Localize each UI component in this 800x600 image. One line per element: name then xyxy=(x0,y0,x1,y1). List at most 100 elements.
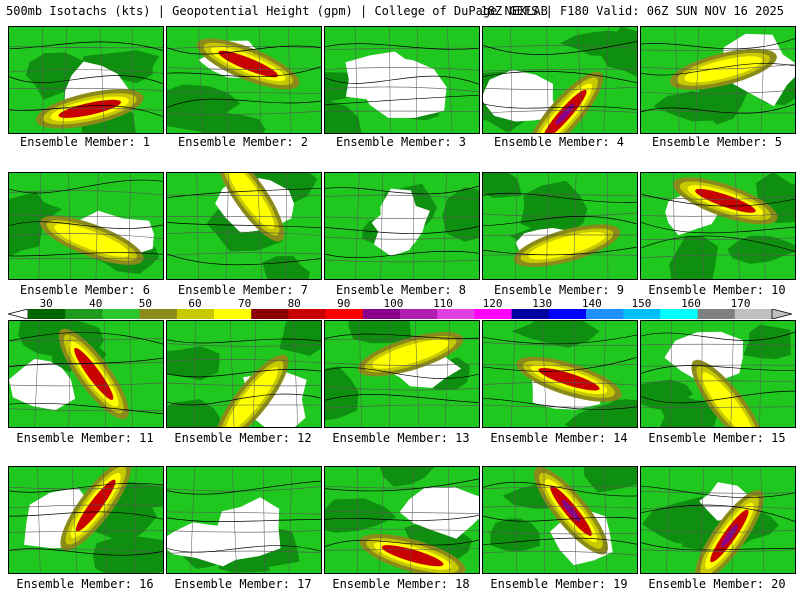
isotach-map xyxy=(641,27,795,133)
colorbar-tick-label: 60 xyxy=(188,297,202,310)
ensemble-member-label: Ensemble Member: 19 xyxy=(490,577,628,591)
ensemble-panel xyxy=(640,466,796,574)
colorbar-tick-label: 50 xyxy=(138,297,153,310)
ensemble-member-label: Ensemble Member: 17 xyxy=(174,577,312,591)
colorbar-swatch xyxy=(214,309,252,319)
colorbar-swatch xyxy=(474,309,513,319)
isotach-map xyxy=(325,321,479,427)
isotach-map xyxy=(641,321,795,427)
colorbar-tick-label: 40 xyxy=(89,297,103,310)
colorbar-left-arrow xyxy=(8,309,29,319)
ensemble-member-label: Ensemble Member: 6 xyxy=(19,283,151,297)
header-title: 500mb Isotachs (kts) | Geopotential Heig… xyxy=(6,4,548,18)
ensemble-panel xyxy=(482,466,638,574)
ensemble-panel xyxy=(8,466,164,574)
colorbar-tick-label: 150 xyxy=(631,297,652,310)
colorbar-swatch xyxy=(102,309,141,319)
ensemble-panel xyxy=(324,172,480,280)
isotach-map xyxy=(9,173,163,279)
colorbar-swatch xyxy=(251,309,289,319)
ensemble-member-label: Ensemble Member: 14 xyxy=(490,431,628,445)
colorbar-swatch xyxy=(65,309,103,319)
header-valid-time: 18Z GEFS | F180 Valid: 06Z SUN NOV 16 20… xyxy=(480,4,784,18)
isotach-map xyxy=(9,321,163,427)
isotach-map xyxy=(483,173,637,279)
colorbar-swatch xyxy=(660,309,699,319)
ensemble-panel xyxy=(324,466,480,574)
isotach-map xyxy=(167,467,321,573)
ensemble-panel xyxy=(324,320,480,428)
ensemble-panel xyxy=(8,26,164,134)
isotach-map xyxy=(9,27,163,133)
colorbar-tick-label: 120 xyxy=(482,297,503,310)
ensemble-panel xyxy=(166,26,322,134)
colorbar-swatch xyxy=(176,309,215,319)
ensemble-panel xyxy=(8,172,164,280)
ensemble-member-label: Ensemble Member: 9 xyxy=(493,283,625,297)
colorbar-tick-label: 130 xyxy=(532,297,553,310)
ensemble-member-label: Ensemble Member: 2 xyxy=(177,135,309,149)
header: 500mb Isotachs (kts) | Geopotential Heig… xyxy=(0,0,800,22)
colorbar-tick-label: 100 xyxy=(383,297,404,310)
isotach-map xyxy=(325,27,479,133)
colorbar-right-arrow xyxy=(771,309,792,319)
colorbar-tick-label: 140 xyxy=(581,297,602,310)
isotach-map xyxy=(641,467,795,573)
colorbar-tick-label: 160 xyxy=(681,297,701,310)
ensemble-member-label: Ensemble Member: 20 xyxy=(648,577,786,591)
ensemble-member-label: Ensemble Member: 5 xyxy=(651,135,783,149)
isotach-map xyxy=(325,173,479,279)
ensemble-panel xyxy=(324,26,480,134)
isotach-map xyxy=(483,467,637,573)
ensemble-member-label: Ensemble Member: 13 xyxy=(332,431,470,445)
colorbar-swatch xyxy=(362,309,401,319)
colorbar-swatch xyxy=(623,309,661,319)
colorbar-swatch xyxy=(437,309,475,319)
colorbar-scale xyxy=(8,309,792,319)
colorbar-swatch xyxy=(400,309,438,319)
colorbar-swatch xyxy=(288,309,327,319)
isotach-map xyxy=(483,27,637,133)
ensemble-member-label: Ensemble Member: 4 xyxy=(493,135,625,149)
ensemble-member-label: Ensemble Member: 3 xyxy=(335,135,467,149)
colorbar-swatch xyxy=(734,309,773,319)
colorbar-swatch xyxy=(325,309,364,319)
isotach-map xyxy=(167,321,321,427)
ensemble-panel xyxy=(166,466,322,574)
ensemble-member-label: Ensemble Member: 7 xyxy=(177,283,309,297)
ensemble-panel xyxy=(640,26,796,134)
colorbar-swatch xyxy=(511,309,550,319)
colorbar-tick-label: 30 xyxy=(39,297,53,310)
colorbar: 30 40 50 60 70 80 90 100 110 120 130 140 150 160 170 xyxy=(8,297,792,321)
ensemble-member-label: Ensemble Member: 11 xyxy=(16,431,154,445)
isotach-map xyxy=(641,173,795,279)
isotach-map xyxy=(9,467,163,573)
ensemble-member-label: Ensemble Member: 18 xyxy=(332,577,470,591)
colorbar-tick-label: 170 xyxy=(730,297,751,310)
ensemble-member-label: Ensemble Member: 12 xyxy=(174,431,312,445)
isotach-map xyxy=(325,467,479,573)
colorbar-swatch xyxy=(586,309,624,319)
ensemble-member-label: Ensemble Member: 10 xyxy=(648,283,786,297)
colorbar-swatch xyxy=(697,309,736,319)
ensemble-panel xyxy=(640,172,796,280)
isotach-map xyxy=(167,27,321,133)
ensemble-panel xyxy=(166,320,322,428)
colorbar-tick-label: 110 xyxy=(433,297,453,310)
colorbar-swatch xyxy=(548,309,587,319)
ensemble-member-label: Ensemble Member: 16 xyxy=(16,577,154,591)
ensemble-panel xyxy=(166,172,322,280)
ensemble-panel xyxy=(640,320,796,428)
colorbar-swatch xyxy=(28,309,66,319)
ensemble-member-label: Ensemble Member: 1 xyxy=(19,135,151,149)
ensemble-member-label: Ensemble Member: 15 xyxy=(648,431,786,445)
colorbar-tick-label: 90 xyxy=(337,297,351,310)
ensemble-member-label: Ensemble Member: 8 xyxy=(335,283,467,297)
colorbar-labels: 30 40 50 60 70 80 90 100 110 120 130 140 150 160 170 xyxy=(8,297,792,310)
isotach-map xyxy=(483,321,637,427)
colorbar-swatch xyxy=(139,309,178,319)
ensemble-panel xyxy=(482,172,638,280)
isotach-map xyxy=(167,173,321,279)
colorbar-tick-label: 80 xyxy=(287,297,301,310)
ensemble-panel xyxy=(8,320,164,428)
